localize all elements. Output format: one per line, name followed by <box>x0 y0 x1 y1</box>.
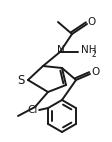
Text: NH: NH <box>81 45 97 55</box>
Text: N: N <box>57 45 65 55</box>
Text: S: S <box>17 74 25 86</box>
Text: O: O <box>91 67 99 77</box>
Text: 2: 2 <box>92 50 97 59</box>
Text: O: O <box>88 17 96 27</box>
Text: Cl: Cl <box>27 105 37 115</box>
